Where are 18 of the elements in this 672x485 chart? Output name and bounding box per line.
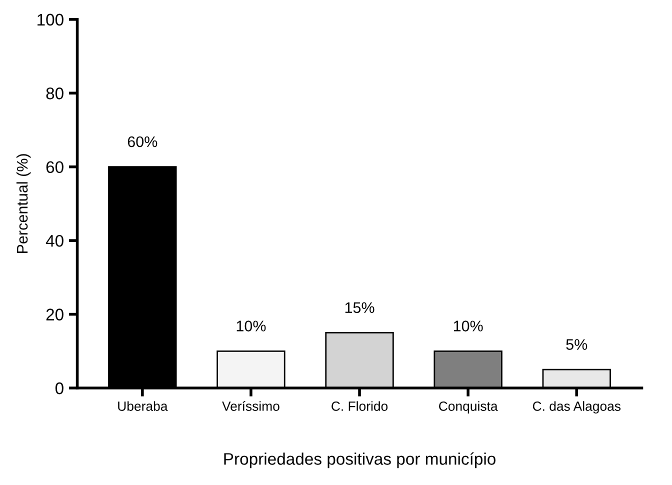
- y-axis-title: Percentual (%): [16, 154, 31, 253]
- y-tick-label: 60: [46, 161, 64, 174]
- data-label: 10%: [236, 320, 266, 332]
- data-label: 15%: [345, 302, 374, 314]
- x-tick-label: C. das Alagoas: [532, 401, 621, 414]
- y-tick-label: 80: [46, 88, 64, 100]
- x-tick-label: Veríssimo: [222, 401, 280, 411]
- data-label: 60%: [128, 136, 158, 148]
- data-label: 10%: [454, 320, 483, 332]
- x-tick-label: C. Florido: [332, 401, 388, 411]
- x-tick-label: Uberaba: [118, 401, 168, 411]
- y-tick-label: 20: [46, 308, 64, 320]
- x-tick-label: Conquista: [439, 401, 498, 414]
- y-tick-label: 100: [38, 14, 64, 26]
- x-axis-title: Propriedades positivas por município: [224, 452, 496, 468]
- y-tick-label: 0: [55, 382, 64, 394]
- y-tick-label: 40: [46, 234, 64, 247]
- data-label: 5%: [566, 339, 588, 350]
